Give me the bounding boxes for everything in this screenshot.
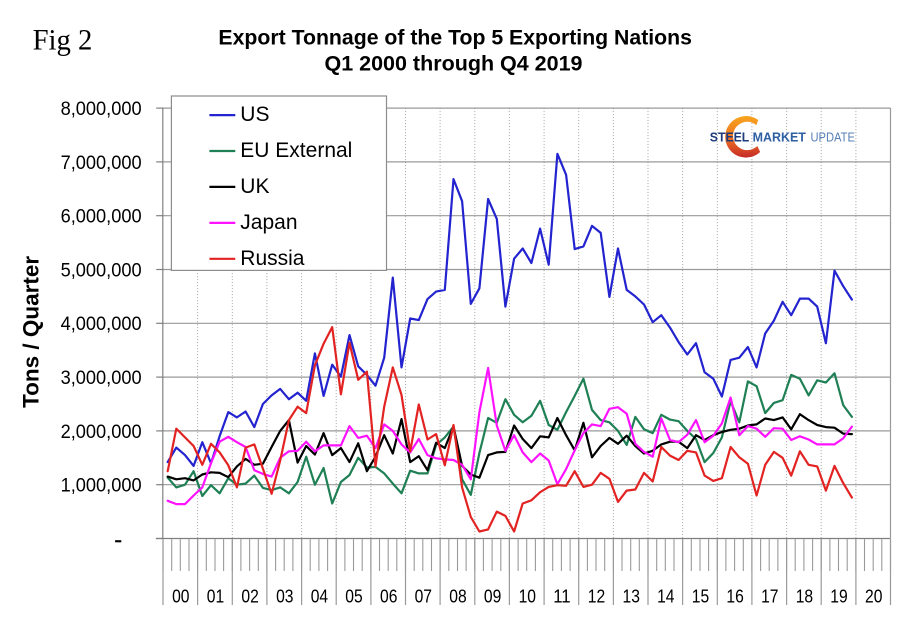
svg-text:20: 20	[865, 586, 882, 606]
svg-text:04: 04	[311, 586, 328, 606]
svg-text:17: 17	[761, 586, 778, 606]
svg-text:7,000,000: 7,000,000	[61, 152, 142, 174]
svg-text:15: 15	[692, 586, 709, 606]
svg-text:STEEL: STEEL	[710, 131, 750, 145]
svg-text:07: 07	[415, 586, 432, 606]
svg-text:05: 05	[345, 586, 362, 606]
svg-text:Fig 2: Fig 2	[33, 23, 93, 56]
svg-text:Export Tonnage of the Top 5 Ex: Export Tonnage of the Top 5 Exporting Na…	[218, 26, 692, 49]
svg-text:11: 11	[553, 586, 570, 606]
svg-text:00: 00	[172, 586, 189, 606]
svg-text:6,000,000: 6,000,000	[61, 206, 142, 228]
svg-text:5,000,000: 5,000,000	[61, 259, 142, 281]
svg-text:02: 02	[241, 586, 258, 606]
svg-text:12: 12	[588, 586, 605, 606]
svg-text:Tons / Quarter: Tons / Quarter	[19, 255, 44, 407]
svg-text:08: 08	[449, 586, 466, 606]
svg-text:13: 13	[623, 586, 640, 606]
svg-text:03: 03	[276, 586, 293, 606]
svg-text:Russia: Russia	[240, 247, 305, 270]
svg-text:09: 09	[484, 586, 501, 606]
svg-text:Q1 2000 through Q4 2019: Q1 2000 through Q4 2019	[325, 52, 583, 75]
svg-text:14: 14	[657, 586, 674, 606]
svg-text:MARKET: MARKET	[753, 131, 807, 145]
svg-text:8,000,000: 8,000,000	[61, 98, 142, 120]
svg-text:EU External: EU External	[240, 139, 352, 162]
svg-text:10: 10	[519, 586, 536, 606]
svg-text:4,000,000: 4,000,000	[61, 313, 142, 335]
svg-text:US: US	[240, 103, 269, 126]
svg-text:3,000,000: 3,000,000	[61, 367, 142, 389]
svg-text:19: 19	[830, 586, 847, 606]
svg-text:16: 16	[726, 586, 743, 606]
svg-text:UPDATE: UPDATE	[811, 131, 855, 145]
svg-text:1,000,000: 1,000,000	[61, 475, 142, 497]
svg-text:06: 06	[380, 586, 397, 606]
svg-text:UK: UK	[240, 175, 269, 198]
svg-text:18: 18	[796, 586, 813, 606]
svg-text:01: 01	[207, 586, 224, 606]
svg-text:2,000,000: 2,000,000	[61, 421, 142, 443]
svg-text:Japan: Japan	[240, 211, 297, 234]
